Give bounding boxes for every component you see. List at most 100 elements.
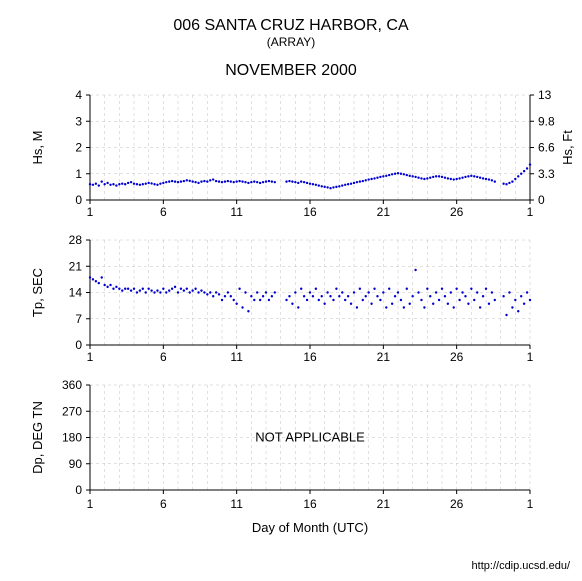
data-point [365,179,367,181]
data-point [464,295,466,297]
data-point [447,177,449,179]
data-point [127,182,129,184]
data-point [89,183,91,185]
y-tick-label: 1 [75,167,82,181]
data-point [388,288,390,290]
data-point [338,185,340,187]
data-point [142,288,144,290]
data-point [139,184,141,186]
data-point [124,183,126,185]
data-point [435,175,437,177]
data-point [321,185,323,187]
data-point [508,291,510,293]
data-point [92,278,94,280]
data-point [230,180,232,182]
data-point [362,180,364,182]
data-point [233,181,235,183]
data-point [238,288,240,290]
data-point [227,291,229,293]
data-point [523,170,525,172]
data-point [197,291,199,293]
data-point [98,184,100,186]
data-point [268,299,270,301]
data-point [529,299,531,301]
data-point [373,288,375,290]
data-point [370,303,372,305]
data-point [476,291,478,293]
data-point [411,295,413,297]
data-point [194,288,196,290]
data-point [118,288,120,290]
data-point [150,182,152,184]
data-point [338,295,340,297]
data-point [288,295,290,297]
data-point [438,175,440,177]
data-point [323,303,325,305]
data-point [127,288,129,290]
data-point [183,180,185,182]
data-point [118,183,120,185]
data-point [285,180,287,182]
data-point [403,173,405,175]
y-tick-label: 270 [62,404,82,418]
y-tick-label: 2 [75,141,82,155]
data-point [376,295,378,297]
chart-svg: 006 SANTA CRUZ HARBOR, CA(ARRAY)NOVEMBER… [0,0,582,581]
data-point [353,291,355,293]
data-point [133,288,135,290]
y-axis-label-right: Hs, Ft [560,130,575,165]
data-point [482,177,484,179]
data-point [174,286,176,288]
data-point [253,299,255,301]
data-point [106,286,108,288]
data-point [438,299,440,301]
data-point [268,180,270,182]
data-point [291,180,293,182]
data-point [203,180,205,182]
subtitle: (ARRAY) [267,35,315,49]
x-tick-label: 26 [450,497,464,511]
data-point [274,181,276,183]
data-point [420,177,422,179]
data-point [253,180,255,182]
data-point [262,295,264,297]
data-point [458,299,460,301]
data-point [106,182,108,184]
data-point [406,288,408,290]
data-point [103,183,105,185]
data-point [271,295,273,297]
data-point [112,288,114,290]
chart-container: 006 SANTA CRUZ HARBOR, CA(ARRAY)NOVEMBER… [0,0,582,581]
data-point [423,306,425,308]
data-point [209,179,211,181]
data-point [235,303,237,305]
data-point [514,299,516,301]
data-point [312,295,314,297]
data-point [89,276,91,278]
data-point [400,299,402,301]
data-point [256,181,258,183]
data-point [385,175,387,177]
data-point [447,303,449,305]
data-point [391,173,393,175]
data-point [520,173,522,175]
data-point [306,182,308,184]
data-point [189,180,191,182]
data-point [183,289,185,291]
month-title: NOVEMBER 2000 [225,62,357,79]
data-point [189,291,191,293]
data-point [215,291,217,293]
data-point [212,295,214,297]
x-tick-label: 1 [527,497,534,511]
data-point [420,299,422,301]
data-point [359,180,361,182]
data-point [177,181,179,183]
data-point [112,183,114,185]
data-point [414,176,416,178]
data-point [488,303,490,305]
data-point [347,183,349,185]
data-point [370,178,372,180]
x-tick-label: 1 [527,205,534,219]
y-tick-label: 180 [62,431,82,445]
data-point [403,306,405,308]
